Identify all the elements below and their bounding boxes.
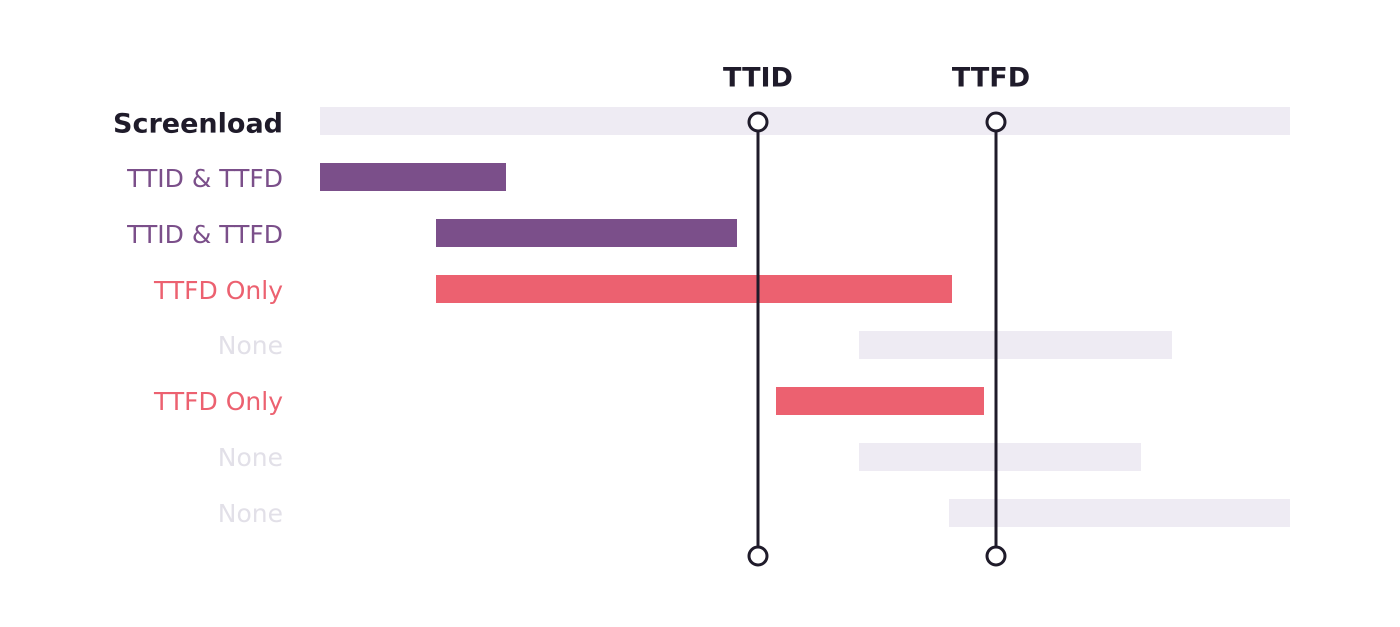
row-label: TTID & TTFD (126, 164, 283, 193)
marker-dot (985, 111, 1007, 133)
span-bar (776, 387, 984, 415)
span-bar (949, 499, 1290, 527)
span-bar (320, 163, 506, 191)
row-label: None (218, 331, 283, 360)
row-label: TTID & TTFD (126, 220, 283, 249)
screenload-bar (320, 107, 1290, 135)
marker-dot (747, 111, 769, 133)
span-bar (859, 443, 1141, 471)
row-label: Screenload (113, 109, 283, 140)
row-label: None (218, 499, 283, 528)
row-label: None (218, 443, 283, 472)
row-label: TTFD Only (153, 387, 283, 416)
marker-label: TTFD (952, 63, 1030, 94)
span-bar (436, 275, 952, 303)
span-bar (436, 219, 737, 247)
row-label: TTFD Only (153, 276, 283, 305)
span-bar (859, 331, 1172, 359)
marker-label: TTID (723, 63, 793, 94)
marker-dot (747, 545, 769, 567)
marker-dot (985, 545, 1007, 567)
